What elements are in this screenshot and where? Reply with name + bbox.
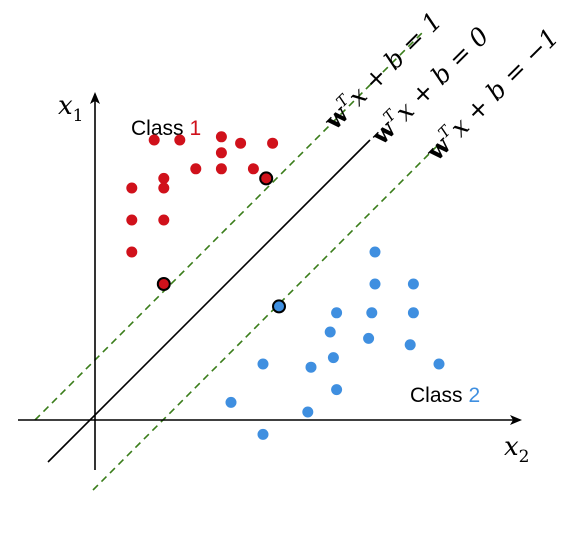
class2-point bbox=[433, 358, 445, 370]
class1-point bbox=[148, 134, 160, 146]
class1-label: Class 1 bbox=[131, 117, 201, 140]
class1-point bbox=[174, 134, 186, 146]
margin-line-minus bbox=[92, 144, 439, 491]
class2-point bbox=[324, 326, 336, 338]
class2-number: 2 bbox=[469, 384, 481, 407]
class2-point bbox=[305, 361, 317, 373]
class1-point bbox=[215, 131, 227, 143]
class2-point bbox=[404, 339, 416, 351]
class2-point bbox=[366, 307, 378, 319]
class2-point bbox=[257, 358, 269, 370]
class1-point bbox=[215, 147, 227, 159]
class2-support-vector bbox=[272, 299, 286, 314]
class2-point bbox=[302, 406, 314, 418]
x2-axis-label: x2 bbox=[504, 432, 530, 467]
class2-point bbox=[331, 307, 343, 319]
class1-point bbox=[158, 172, 170, 184]
class2-point bbox=[369, 278, 381, 290]
class2-point bbox=[331, 384, 343, 396]
class1-point bbox=[235, 137, 247, 149]
class1-support-vector bbox=[156, 277, 171, 291]
class1-point bbox=[247, 163, 259, 175]
x1-axis-subscript: 1 bbox=[73, 106, 84, 126]
data-points bbox=[126, 131, 445, 440]
class2-point bbox=[225, 396, 237, 408]
class2-point bbox=[407, 307, 419, 319]
decision-boundary-line bbox=[47, 139, 371, 463]
class1-point bbox=[158, 214, 170, 226]
class1-point bbox=[215, 163, 227, 175]
class2-point bbox=[327, 352, 339, 364]
class1-point bbox=[158, 182, 170, 194]
class2-point bbox=[257, 428, 269, 440]
class1-point bbox=[267, 137, 279, 149]
class2-point bbox=[369, 246, 381, 258]
class1-point bbox=[126, 246, 138, 258]
class2-point bbox=[407, 278, 419, 290]
class1-number: 1 bbox=[190, 117, 202, 140]
class1-support-vector bbox=[259, 171, 274, 186]
class2-point bbox=[363, 332, 375, 344]
class1-point bbox=[126, 182, 138, 194]
class1-point bbox=[126, 214, 138, 226]
x1-axis-label: x1 bbox=[58, 91, 84, 126]
class1-point bbox=[190, 163, 202, 175]
x2-axis-subscript: 2 bbox=[519, 447, 530, 467]
margin-line-plus bbox=[34, 29, 426, 421]
class2-label: Class 2 bbox=[410, 384, 480, 407]
